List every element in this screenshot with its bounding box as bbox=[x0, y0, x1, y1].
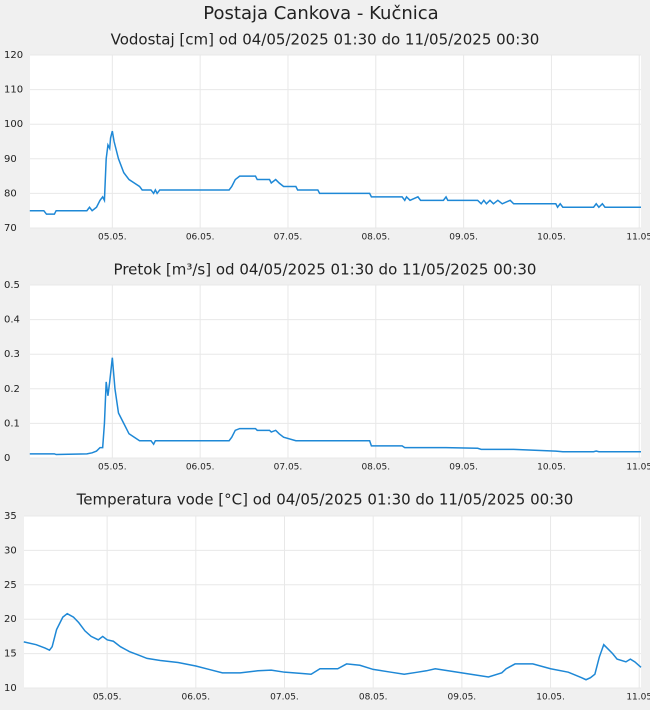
y-tick-label: 25 bbox=[4, 580, 17, 591]
y-tick-label: 35 bbox=[4, 511, 17, 522]
chart-subtitle: Pretok [m³/s] od 04/05/2025 01:30 do 11/… bbox=[114, 261, 537, 279]
x-tick-label: 11.05 bbox=[626, 463, 650, 473]
y-tick-label: 80 bbox=[4, 188, 17, 199]
y-tick-label: 30 bbox=[4, 545, 17, 556]
x-tick-label: 08.05. bbox=[361, 233, 390, 243]
data-line bbox=[23, 612, 642, 681]
y-tick-label: 0.1 bbox=[4, 418, 20, 429]
x-tick-label: 11.05 bbox=[626, 693, 650, 703]
y-tick-label: 120 bbox=[4, 50, 23, 61]
y-tick-label: 20 bbox=[4, 614, 17, 625]
x-tick-label: 06.05. bbox=[181, 693, 210, 703]
y-tick-label: 0.4 bbox=[4, 315, 20, 326]
y-tick-label: 100 bbox=[4, 119, 23, 130]
y-tick-label: 15 bbox=[4, 649, 17, 660]
x-tick-label: 11.05 bbox=[626, 233, 650, 243]
y-tick-label: 0.5 bbox=[4, 280, 20, 291]
x-tick-label: 09.05. bbox=[448, 693, 477, 703]
x-tick-label: 05.05. bbox=[98, 463, 127, 473]
x-tick-label: 07.05. bbox=[270, 693, 299, 703]
x-tick-label: 09.05. bbox=[449, 233, 478, 243]
page-title: Postaja Cankova - Kučnica bbox=[203, 3, 438, 24]
x-tick-label: 10.05. bbox=[536, 693, 565, 703]
y-tick-label: 0 bbox=[4, 453, 10, 464]
plot-area bbox=[24, 516, 641, 688]
y-tick-label: 10 bbox=[4, 683, 17, 694]
chart-subtitle: Vodostaj [cm] od 04/05/2025 01:30 do 11/… bbox=[111, 31, 540, 49]
x-tick-label: 10.05. bbox=[537, 463, 566, 473]
x-tick-label: 06.05. bbox=[186, 233, 215, 243]
y-tick-label: 70 bbox=[4, 223, 17, 234]
data-line bbox=[29, 357, 641, 456]
plot-area bbox=[30, 285, 641, 458]
x-tick-label: 08.05. bbox=[361, 463, 390, 473]
x-tick-label: 06.05. bbox=[186, 463, 215, 473]
y-tick-label: 0.2 bbox=[4, 384, 20, 395]
chart-subtitle: Temperatura vode [°C] od 04/05/2025 01:3… bbox=[76, 491, 574, 509]
x-tick-label: 05.05. bbox=[98, 233, 127, 243]
data-line bbox=[29, 130, 641, 215]
x-tick-label: 10.05. bbox=[537, 233, 566, 243]
x-tick-label: 07.05. bbox=[274, 233, 303, 243]
y-tick-label: 110 bbox=[4, 85, 23, 96]
x-tick-label: 08.05. bbox=[359, 693, 388, 703]
x-tick-label: 05.05. bbox=[93, 693, 122, 703]
x-tick-label: 07.05. bbox=[274, 463, 303, 473]
y-tick-label: 0.3 bbox=[4, 349, 20, 360]
y-tick-label: 90 bbox=[4, 154, 17, 165]
x-tick-label: 09.05. bbox=[449, 463, 478, 473]
plot-area bbox=[30, 55, 641, 228]
